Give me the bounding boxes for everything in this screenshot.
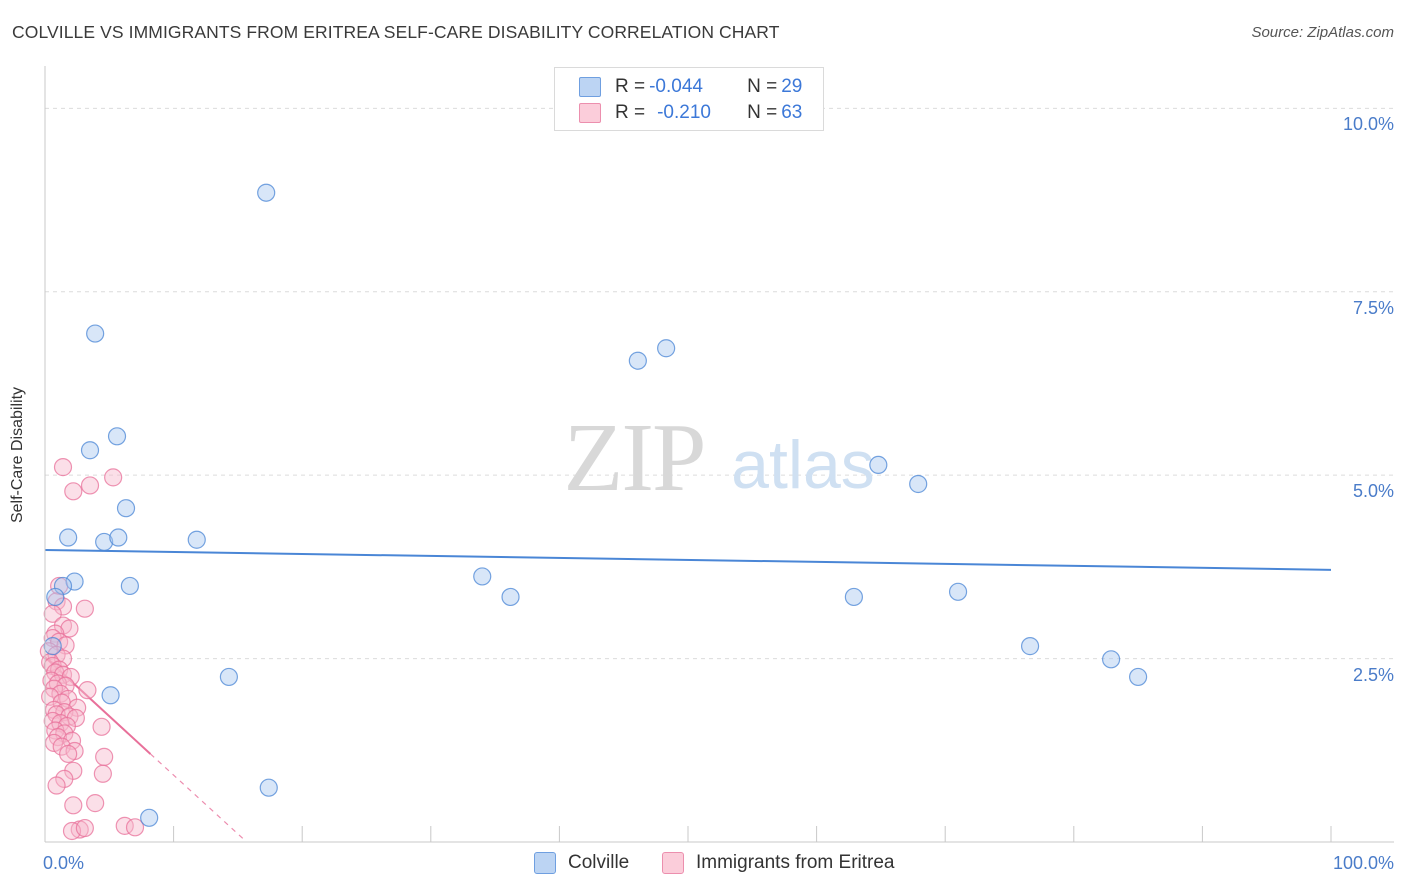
legend-r-label: R =: [615, 76, 646, 97]
y-tick-label: 2.5%: [1352, 664, 1394, 685]
eritrea-point: [64, 796, 83, 815]
eritrea-point: [75, 818, 94, 838]
series-legend: Colville Immigrants from Eritrea: [0, 852, 1406, 878]
eritrea-point: [125, 818, 145, 837]
data-points: [39, 183, 1148, 841]
colville-point: [259, 778, 278, 797]
legend-r-label: R =: [615, 102, 646, 123]
colville-point: [187, 530, 206, 549]
legend-n-label: N =: [747, 102, 778, 123]
chart-title: COLVILLE VS IMMIGRANTS FROM ERITREA SELF…: [12, 22, 780, 42]
trend-lines: [44, 549, 1332, 841]
trend-line-extension: [150, 753, 245, 841]
colville-point: [43, 637, 62, 656]
watermark-atlas: atlas: [731, 427, 875, 503]
colville-point: [95, 532, 114, 552]
colville-point: [86, 324, 105, 343]
y-tick-label: 7.5%: [1352, 297, 1394, 318]
colville-point: [116, 499, 136, 518]
trend-line-colville: [44, 549, 1332, 571]
colville-point: [101, 686, 120, 705]
eritrea-point: [60, 619, 79, 638]
watermark-zip: ZIP: [564, 404, 705, 512]
eritrea-point: [93, 764, 112, 783]
legend-row-eritrea: R = -0.210 N = 63: [579, 101, 802, 125]
legend-label-eritrea: Immigrants from Eritrea: [696, 852, 895, 873]
eritrea-point: [95, 747, 114, 766]
colville-point: [1128, 667, 1148, 687]
colville-point: [869, 455, 888, 475]
eritrea-point: [47, 776, 66, 795]
colville-point: [657, 339, 676, 358]
grid-lines: [45, 107, 1394, 660]
eritrea-point: [53, 458, 73, 477]
legend-n-value: 29: [781, 76, 803, 97]
colville-point: [59, 528, 78, 547]
x-tick-max: 100.0%: [1332, 853, 1394, 873]
legend-label-colville: Colville: [568, 852, 630, 873]
legend-swatch-eritrea: [579, 103, 601, 123]
legend-r-value: -0.210: [657, 102, 711, 123]
colville-point: [80, 441, 100, 460]
legend-n-label: N =: [747, 76, 778, 97]
y-tick-label: 5.0%: [1352, 481, 1394, 502]
colville-point: [257, 183, 276, 202]
eritrea-point: [64, 482, 83, 501]
colville-point: [501, 587, 520, 607]
colville-point: [1101, 650, 1121, 669]
stats-legend: R = -0.044 N = 29 R = -0.210 N = 63: [554, 67, 824, 131]
legend-swatch-colville: [534, 852, 556, 874]
eritrea-point: [104, 468, 123, 487]
y-tick-label: 10.0%: [1342, 114, 1394, 135]
colville-point: [109, 528, 128, 547]
eritrea-point: [80, 476, 100, 495]
colville-point: [140, 808, 159, 827]
eritrea-point: [92, 717, 111, 736]
colville-point: [909, 474, 928, 494]
legend-swatch-eritrea: [662, 852, 684, 874]
colville-point: [46, 587, 65, 607]
eritrea-point: [53, 597, 73, 616]
colville-point: [844, 587, 863, 607]
colville-point: [1020, 637, 1040, 656]
eritrea-point: [75, 599, 94, 618]
colville-point: [628, 351, 647, 370]
colville-point: [107, 427, 127, 446]
colville-point: [473, 567, 492, 586]
x-tick-min: 0.0%: [43, 853, 85, 873]
eritrea-point: [78, 681, 97, 700]
legend-item-eritrea: Immigrants from Eritrea: [662, 852, 894, 874]
colville-point: [120, 576, 139, 596]
colville-point: [948, 582, 968, 601]
watermark: ZIP atlas: [564, 404, 875, 512]
colville-point: [219, 667, 238, 687]
legend-n-value: 63: [781, 102, 803, 123]
eritrea-point: [86, 794, 105, 813]
colville-point: [65, 572, 84, 591]
source-label: Source: ZipAtlas.com: [1251, 24, 1394, 41]
legend-r-value: -0.044: [649, 76, 703, 97]
axes: [44, 66, 1394, 843]
legend-item-colville: Colville: [534, 852, 629, 874]
eritrea-point: [59, 744, 78, 764]
legend-swatch-colville: [579, 77, 601, 97]
legend-row-colville: R = -0.044 N = 29: [579, 75, 802, 99]
